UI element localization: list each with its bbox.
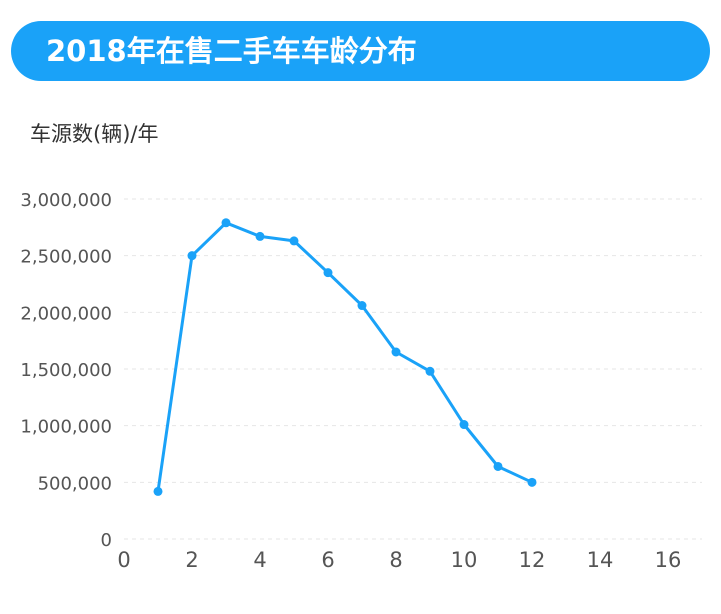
data-points xyxy=(153,218,537,496)
y-tick-label: 2,500,000 xyxy=(20,247,112,268)
x-tick-label: 4 xyxy=(253,548,266,572)
y-tick-label: 3,000,000 xyxy=(20,190,112,211)
y-tick-label: 2,000,000 xyxy=(20,303,112,324)
data-point xyxy=(527,477,537,487)
x-axis-ticks: 0 2 4 6 8 10 12 14 16 xyxy=(117,548,681,572)
data-point xyxy=(153,486,163,496)
x-tick-label: 16 xyxy=(655,548,682,572)
grid-lines xyxy=(124,198,702,540)
data-point xyxy=(255,231,265,241)
x-tick-label: 6 xyxy=(321,548,334,572)
x-tick-label: 0 xyxy=(117,548,130,572)
y-axis-ticks: 0 500,000 1,000,000 1,500,000 2,000,000 2,500… xyxy=(20,190,112,551)
x-tick-label: 8 xyxy=(389,548,402,572)
x-tick-label: 2 xyxy=(185,548,198,572)
data-point xyxy=(187,251,197,261)
x-tick-label: 12 xyxy=(519,548,546,572)
data-point xyxy=(391,347,401,357)
y-tick-label: 500,000 xyxy=(38,473,112,494)
chart-title: 2018年在售二手车车龄分布 xyxy=(46,34,417,68)
data-point xyxy=(289,236,299,246)
y-axis-label: 车源数(辆)/年 xyxy=(30,122,159,146)
x-tick-label: 14 xyxy=(587,548,614,572)
data-point xyxy=(493,461,503,471)
data-point xyxy=(221,218,231,228)
data-point xyxy=(357,301,367,311)
data-point xyxy=(323,268,333,278)
data-point xyxy=(459,420,469,430)
title-banner: 2018年在售二手车车龄分布 xyxy=(11,21,710,81)
series-line xyxy=(156,221,533,492)
y-tick-label: 1,500,000 xyxy=(20,360,112,381)
y-tick-label: 0 xyxy=(101,530,112,551)
x-tick-label: 10 xyxy=(451,548,478,572)
data-point xyxy=(425,366,435,376)
y-tick-label: 1,000,000 xyxy=(20,417,112,438)
